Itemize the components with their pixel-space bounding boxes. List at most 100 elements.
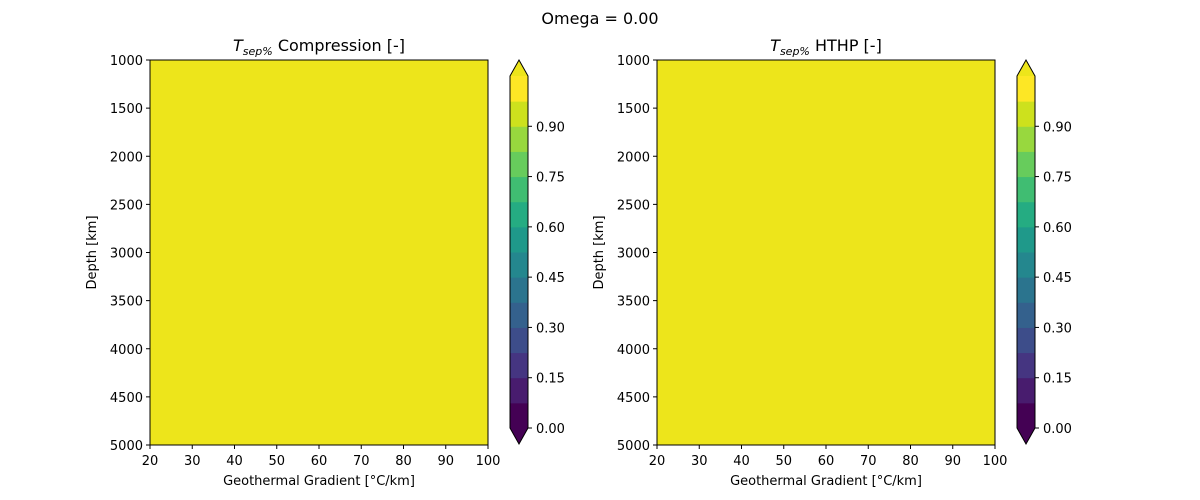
y-tick-label: 4000	[617, 343, 650, 358]
colorbar-tick-label: 0.60	[1043, 221, 1072, 236]
y-tick-label: 2000	[110, 150, 143, 165]
x-tick-label: 100	[476, 454, 501, 469]
colorbar-tick-label: 0.15	[536, 372, 565, 387]
panel-compression: Tsep% Compression [-] 20 30 40 50 60 70 80 90 100…	[85, 36, 565, 489]
x-tick-label: 80	[395, 454, 412, 469]
y-axis-label: Depth [km]	[85, 215, 100, 289]
x-tick-label: 70	[860, 454, 877, 469]
y-tick-label: 1500	[617, 102, 650, 117]
colorbar-band	[510, 226, 528, 253]
colorbar-band	[510, 252, 528, 278]
y-tick-label: 1500	[110, 102, 143, 117]
colorbar-band	[1017, 302, 1035, 328]
y-tick-label: 1000	[617, 54, 650, 69]
y-tick-label: 2500	[110, 198, 143, 213]
colorbar-extend-max	[510, 60, 528, 76]
x-tick-label: 90	[437, 454, 454, 469]
x-tick-label: 20	[649, 454, 666, 469]
colorbar-band	[510, 327, 528, 354]
y-tick-label: 2000	[617, 150, 650, 165]
colorbar-extend-min	[510, 428, 528, 444]
colorbar-extend-max	[1017, 60, 1035, 76]
x-tick-label: 40	[733, 454, 750, 469]
colorbar-band	[1017, 126, 1035, 152]
colorbar-tick-label: 0.90	[536, 120, 565, 135]
colorbar-tick-label: 0.45	[1043, 271, 1072, 286]
x-tick-label: 20	[142, 454, 159, 469]
y-tick-label: 5000	[110, 439, 143, 454]
colorbar-band	[510, 277, 528, 303]
x-tick-label: 60	[311, 454, 328, 469]
colorbar-band	[1017, 377, 1035, 404]
y-tick-label: 4000	[110, 343, 143, 358]
colorbar-tick-label: 0.45	[536, 271, 565, 286]
colorbar-band	[510, 377, 528, 404]
colorbar-outline	[1016, 58, 1036, 446]
y-tick-label: 1000	[110, 54, 143, 69]
colorbar-band	[510, 352, 528, 379]
colorbar-extend-min	[1017, 428, 1035, 444]
colorbar-outline	[509, 58, 529, 446]
colorbar-tick-label: 0.90	[1043, 120, 1072, 135]
x-tick-label: 50	[268, 454, 285, 469]
colorbar-tick-label: 0.30	[1043, 321, 1072, 336]
x-tick-label: 50	[775, 454, 792, 469]
colorbar-band	[510, 126, 528, 152]
colorbar-band	[1017, 151, 1035, 178]
y-tick-label: 4500	[110, 391, 143, 406]
colorbar-tick-label: 0.00	[536, 422, 565, 437]
colorbar-band	[1017, 352, 1035, 379]
colorbar-tick-label: 0.60	[536, 221, 565, 236]
colorbar-tick-label: 0.00	[1043, 422, 1072, 437]
figure-suptitle: Omega = 0.00	[541, 9, 658, 28]
colorbar-band	[510, 302, 528, 328]
x-tick-label: 100	[983, 454, 1008, 469]
x-tick-label: 30	[184, 454, 201, 469]
colorbar-tick-label: 0.75	[536, 171, 565, 186]
colorbar-band	[510, 201, 528, 228]
y-tick-label: 2500	[617, 198, 650, 213]
x-axis-label: Geothermal Gradient [°C/km]	[223, 474, 415, 489]
title-symbol: T	[770, 36, 781, 55]
colorbar-band	[510, 176, 528, 203]
y-tick-label: 3500	[110, 295, 143, 310]
y-tick-label: 4500	[617, 391, 650, 406]
colorbar-tick-label: 0.30	[536, 321, 565, 336]
x-tick-label: 80	[902, 454, 919, 469]
colorbar-band	[1017, 201, 1035, 228]
title-text: HTHP [-]	[810, 36, 882, 55]
colorbar-band	[510, 76, 528, 102]
colorbar-band	[510, 402, 528, 429]
panel-hthp: Tsep% HTHP [-] 20 30 40 50 60 70 80 90 100 1000 150…	[592, 36, 1072, 489]
x-tick-label: 90	[944, 454, 961, 469]
x-tick-label: 30	[691, 454, 708, 469]
colorbar-tick-label: 0.75	[1043, 171, 1072, 186]
y-tick-label: 3000	[617, 247, 650, 262]
colorbar-band	[1017, 327, 1035, 354]
colorbar-tick-label: 0.15	[1043, 372, 1072, 387]
y-tick-label: 3500	[617, 295, 650, 310]
colorbar-band	[510, 101, 528, 127]
y-tick-label: 3000	[110, 247, 143, 262]
colorbar-band	[1017, 226, 1035, 253]
x-axis-label: Geothermal Gradient [°C/km]	[730, 474, 922, 489]
colorbar-band	[1017, 101, 1035, 127]
x-tick-label: 70	[353, 454, 370, 469]
y-axis-label: Depth [km]	[592, 215, 607, 289]
contour-field	[150, 60, 488, 445]
contour-field	[657, 60, 995, 445]
colorbar-band	[1017, 252, 1035, 278]
panel-title: Tsep% Compression [-]	[233, 36, 405, 58]
colorbar-band	[510, 151, 528, 178]
y-tick-label: 5000	[617, 439, 650, 454]
colorbar-band	[1017, 76, 1035, 102]
colorbar-band	[1017, 277, 1035, 303]
colorbar-band	[1017, 176, 1035, 203]
x-tick-label: 60	[818, 454, 835, 469]
title-text: Compression [-]	[273, 36, 405, 55]
x-tick-label: 40	[226, 454, 243, 469]
colorbar-band	[1017, 402, 1035, 429]
panel-title: Tsep% HTHP [-]	[770, 36, 882, 58]
title-subscript: sep%	[243, 45, 273, 58]
